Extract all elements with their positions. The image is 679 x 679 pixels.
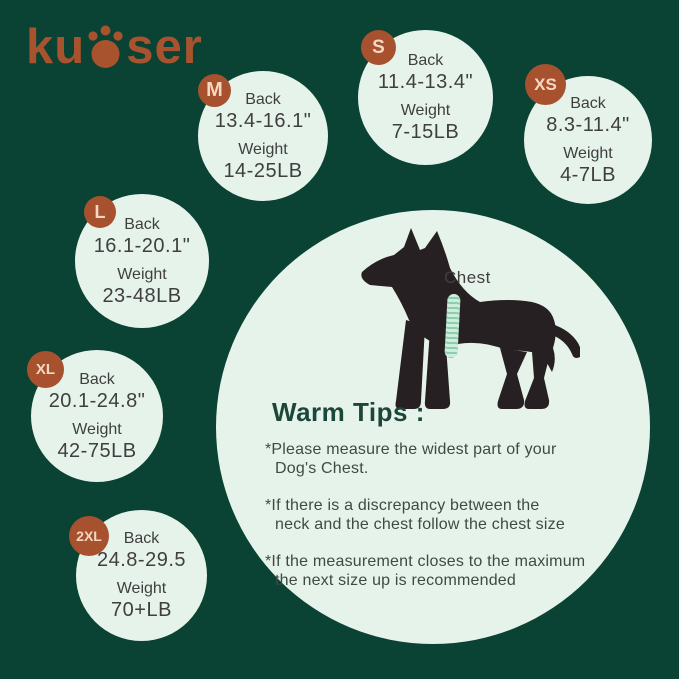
back-label: Back bbox=[407, 52, 444, 69]
warm-tip-3: *If the measurement closes to the maximu… bbox=[265, 553, 585, 590]
weight-label: Weight bbox=[400, 102, 451, 119]
tip-line: *If there is a discrepancy between the bbox=[265, 497, 540, 514]
weight-label: Weight bbox=[72, 420, 122, 438]
size-bubble-m: M Back 13.4-16.1" Weight 14-25LB bbox=[198, 71, 328, 201]
back-range: 20.1-24.8" bbox=[48, 389, 146, 412]
size-bubble-l: L Back 16.1-20.1" Weight 23-48LB bbox=[75, 194, 209, 328]
tip-line: Dog's Chest. bbox=[275, 459, 369, 477]
warm-tips-block: Warm Tips : *Please measure the widest p… bbox=[265, 397, 585, 609]
weight-range: 7-15LB bbox=[391, 121, 460, 143]
warm-tip-2: *If there is a discrepancy between the n… bbox=[265, 497, 585, 534]
weight-label: Weight bbox=[117, 265, 167, 283]
chest-label: Chest bbox=[444, 268, 491, 287]
size-bubble-2xl: 2XL Back 24.8-29.5 Weight 70+LB bbox=[69, 510, 207, 641]
weight-label: Weight bbox=[238, 140, 288, 158]
size-bubble-s: S Back 11.4-13.4" Weight 7-15LB bbox=[358, 30, 493, 165]
size-badge-xs: XS bbox=[525, 64, 566, 105]
back-range: 16.1-20.1" bbox=[93, 234, 191, 257]
back-label: Back bbox=[79, 370, 115, 388]
tip-line: the next size up is recommended bbox=[275, 571, 516, 589]
weight-label: Weight bbox=[563, 144, 613, 162]
back-label: Back bbox=[245, 90, 281, 108]
back-label: Back bbox=[124, 215, 160, 233]
size-bubble-xl: XL Back 20.1-24.8" Weight 42-75LB bbox=[27, 350, 163, 482]
tip-line: *If the measurement closes to the maximu… bbox=[265, 553, 586, 570]
tip-line: neck and the chest follow the chest size bbox=[275, 515, 565, 533]
back-range: 8.3-11.4" bbox=[546, 113, 630, 136]
size-badge-s: S bbox=[361, 30, 396, 65]
warm-tip-1: *Please measure the widest part of your … bbox=[265, 441, 585, 478]
logo-text-suffix: ser bbox=[126, 20, 203, 75]
size-badge-m: M bbox=[198, 74, 231, 107]
back-range: 11.4-13.4" bbox=[377, 71, 474, 93]
dog-silhouette bbox=[361, 228, 580, 409]
dog-measurement-diagram: Chest bbox=[350, 226, 580, 416]
weight-range: 42-75LB bbox=[57, 439, 137, 462]
back-range: 24.8-29.5 bbox=[96, 549, 186, 571]
tip-line: *Please measure the widest part of your bbox=[265, 441, 557, 458]
size-badge-xl: XL bbox=[27, 351, 64, 388]
back-range: 13.4-16.1" bbox=[214, 109, 312, 132]
weight-range: 14-25LB bbox=[223, 159, 303, 182]
back-label: Back bbox=[123, 530, 160, 547]
logo-text-prefix: ku bbox=[26, 20, 86, 75]
warm-tips-heading: Warm Tips : bbox=[272, 397, 425, 427]
brand-logo: ku ser bbox=[26, 20, 203, 75]
size-bubble-xs: XS Back 8.3-11.4" Weight 4-7LB bbox=[524, 64, 652, 204]
back-label: Back bbox=[570, 94, 606, 112]
size-badge-2xl: 2XL bbox=[69, 516, 109, 556]
size-badge-l: L bbox=[84, 196, 116, 228]
weight-label: Weight bbox=[116, 580, 167, 597]
paw-print-icon bbox=[88, 25, 123, 68]
weight-range: 70+LB bbox=[111, 599, 172, 621]
weight-range: 4-7LB bbox=[560, 163, 616, 186]
weight-range: 23-48LB bbox=[102, 284, 182, 307]
